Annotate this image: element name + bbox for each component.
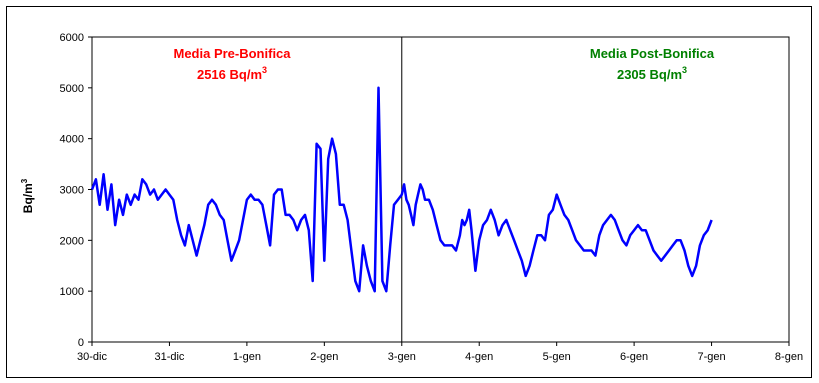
axes: 0 1000 2000 3000 4000 5000 6000 30-dic 31-dic 1-g… bbox=[60, 32, 804, 363]
y-axis-label-sup: 3 bbox=[20, 178, 29, 183]
y-tick-label: 5000 bbox=[60, 83, 84, 95]
y-tick-label: 6000 bbox=[60, 32, 84, 44]
x-tick-label: 7-gen bbox=[697, 351, 725, 363]
x-tick-label: 6-gen bbox=[620, 351, 648, 363]
y-tick-label: 3000 bbox=[60, 185, 84, 197]
x-tick-label: 31-dic bbox=[154, 351, 184, 363]
y-tick-label: 2000 bbox=[60, 235, 84, 247]
y-tick-label: 4000 bbox=[60, 134, 84, 146]
x-tick-label: 4-gen bbox=[465, 351, 493, 363]
series-line bbox=[90, 86, 713, 293]
annotation-post-title: Media Post-Bonifica bbox=[590, 46, 715, 61]
annotation-pre-title: Media Pre-Bonifica bbox=[173, 46, 291, 61]
x-tick-label: 5-gen bbox=[543, 351, 571, 363]
x-tick-label: 3-gen bbox=[388, 351, 416, 363]
annotation-post-value: 2305 Bq/m3 bbox=[617, 65, 687, 82]
series-layer bbox=[90, 86, 713, 293]
x-tick-label: 30-dic bbox=[77, 351, 107, 363]
plot-area bbox=[91, 36, 790, 343]
y-axis-label: Bq/m3 bbox=[20, 178, 35, 213]
x-tick-label: 1-gen bbox=[233, 351, 261, 363]
x-tick-label: 8-gen bbox=[775, 351, 803, 363]
y-tick-label: 0 bbox=[78, 337, 84, 349]
annotation-pre-value: 2516 Bq/m3 bbox=[197, 65, 267, 82]
x-tick-label: 2-gen bbox=[310, 351, 338, 363]
y-tick-label: 1000 bbox=[60, 286, 84, 298]
